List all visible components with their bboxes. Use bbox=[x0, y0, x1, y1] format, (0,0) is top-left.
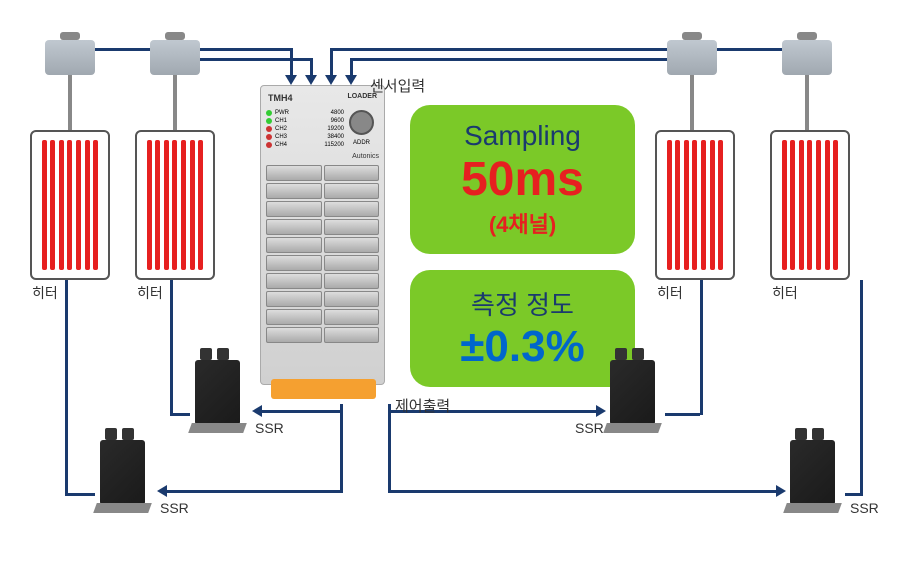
wire bbox=[170, 413, 190, 416]
wire bbox=[340, 404, 343, 490]
sampling-value: 50ms bbox=[435, 152, 610, 207]
arrow bbox=[776, 485, 786, 497]
ssr-label: SSR bbox=[255, 420, 284, 436]
accuracy-value: ±0.3% bbox=[435, 322, 610, 372]
wire bbox=[860, 280, 863, 495]
heater: 히터 bbox=[770, 130, 850, 280]
module-terminals bbox=[266, 165, 379, 343]
module-name: TMH4 bbox=[266, 91, 295, 105]
wire bbox=[350, 58, 710, 61]
heater: 히터 bbox=[135, 130, 215, 280]
arrow bbox=[305, 75, 317, 85]
ssr-label: SSR bbox=[850, 500, 879, 516]
ssr: SSR bbox=[610, 360, 660, 440]
wire bbox=[65, 493, 95, 496]
ssr-label: SSR bbox=[575, 420, 604, 436]
heater-label: 히터 bbox=[137, 283, 163, 303]
wire bbox=[388, 490, 778, 493]
arrow bbox=[157, 485, 167, 497]
heater-label: 히터 bbox=[772, 283, 798, 303]
wire bbox=[388, 404, 391, 490]
heater-label: 히터 bbox=[657, 283, 683, 303]
arrow bbox=[252, 405, 262, 417]
heater-label: 히터 bbox=[32, 283, 58, 303]
tmh-module: TMH4 LOADER PWR4800 CH19600 CH219200 CH3… bbox=[260, 85, 385, 385]
sampling-info: Sampling 50ms (4채널) bbox=[410, 105, 635, 254]
ssr: SSR bbox=[195, 360, 245, 440]
module-base bbox=[271, 379, 376, 399]
wire bbox=[665, 413, 700, 416]
wire bbox=[260, 410, 340, 413]
ssr-label: SSR bbox=[160, 500, 189, 516]
heater: 히터 bbox=[655, 130, 735, 280]
module-brand: Autonics bbox=[266, 153, 379, 160]
arrow bbox=[325, 75, 337, 85]
wire bbox=[195, 58, 310, 61]
accuracy-info: 측정 정도 ±0.3% bbox=[410, 270, 635, 387]
wire bbox=[845, 493, 863, 496]
module-dial bbox=[349, 110, 374, 135]
accuracy-title: 측정 정도 bbox=[435, 285, 610, 322]
arrow bbox=[596, 405, 606, 417]
wire bbox=[170, 280, 173, 415]
wire bbox=[65, 280, 68, 495]
wire bbox=[290, 48, 293, 78]
wire bbox=[700, 280, 703, 415]
arrow bbox=[345, 75, 357, 85]
sampling-title: Sampling bbox=[435, 120, 610, 152]
sampling-sub: (4채널) bbox=[435, 207, 610, 239]
sensor-input-label: 센서입력 bbox=[370, 75, 425, 96]
wire bbox=[165, 490, 343, 493]
heater: 히터 bbox=[30, 130, 110, 280]
ssr: SSR bbox=[790, 440, 840, 520]
arrow bbox=[285, 75, 297, 85]
control-output-label: 제어출력 bbox=[395, 395, 450, 416]
ssr: SSR bbox=[100, 440, 150, 520]
wire bbox=[330, 48, 825, 51]
wire bbox=[330, 48, 333, 78]
